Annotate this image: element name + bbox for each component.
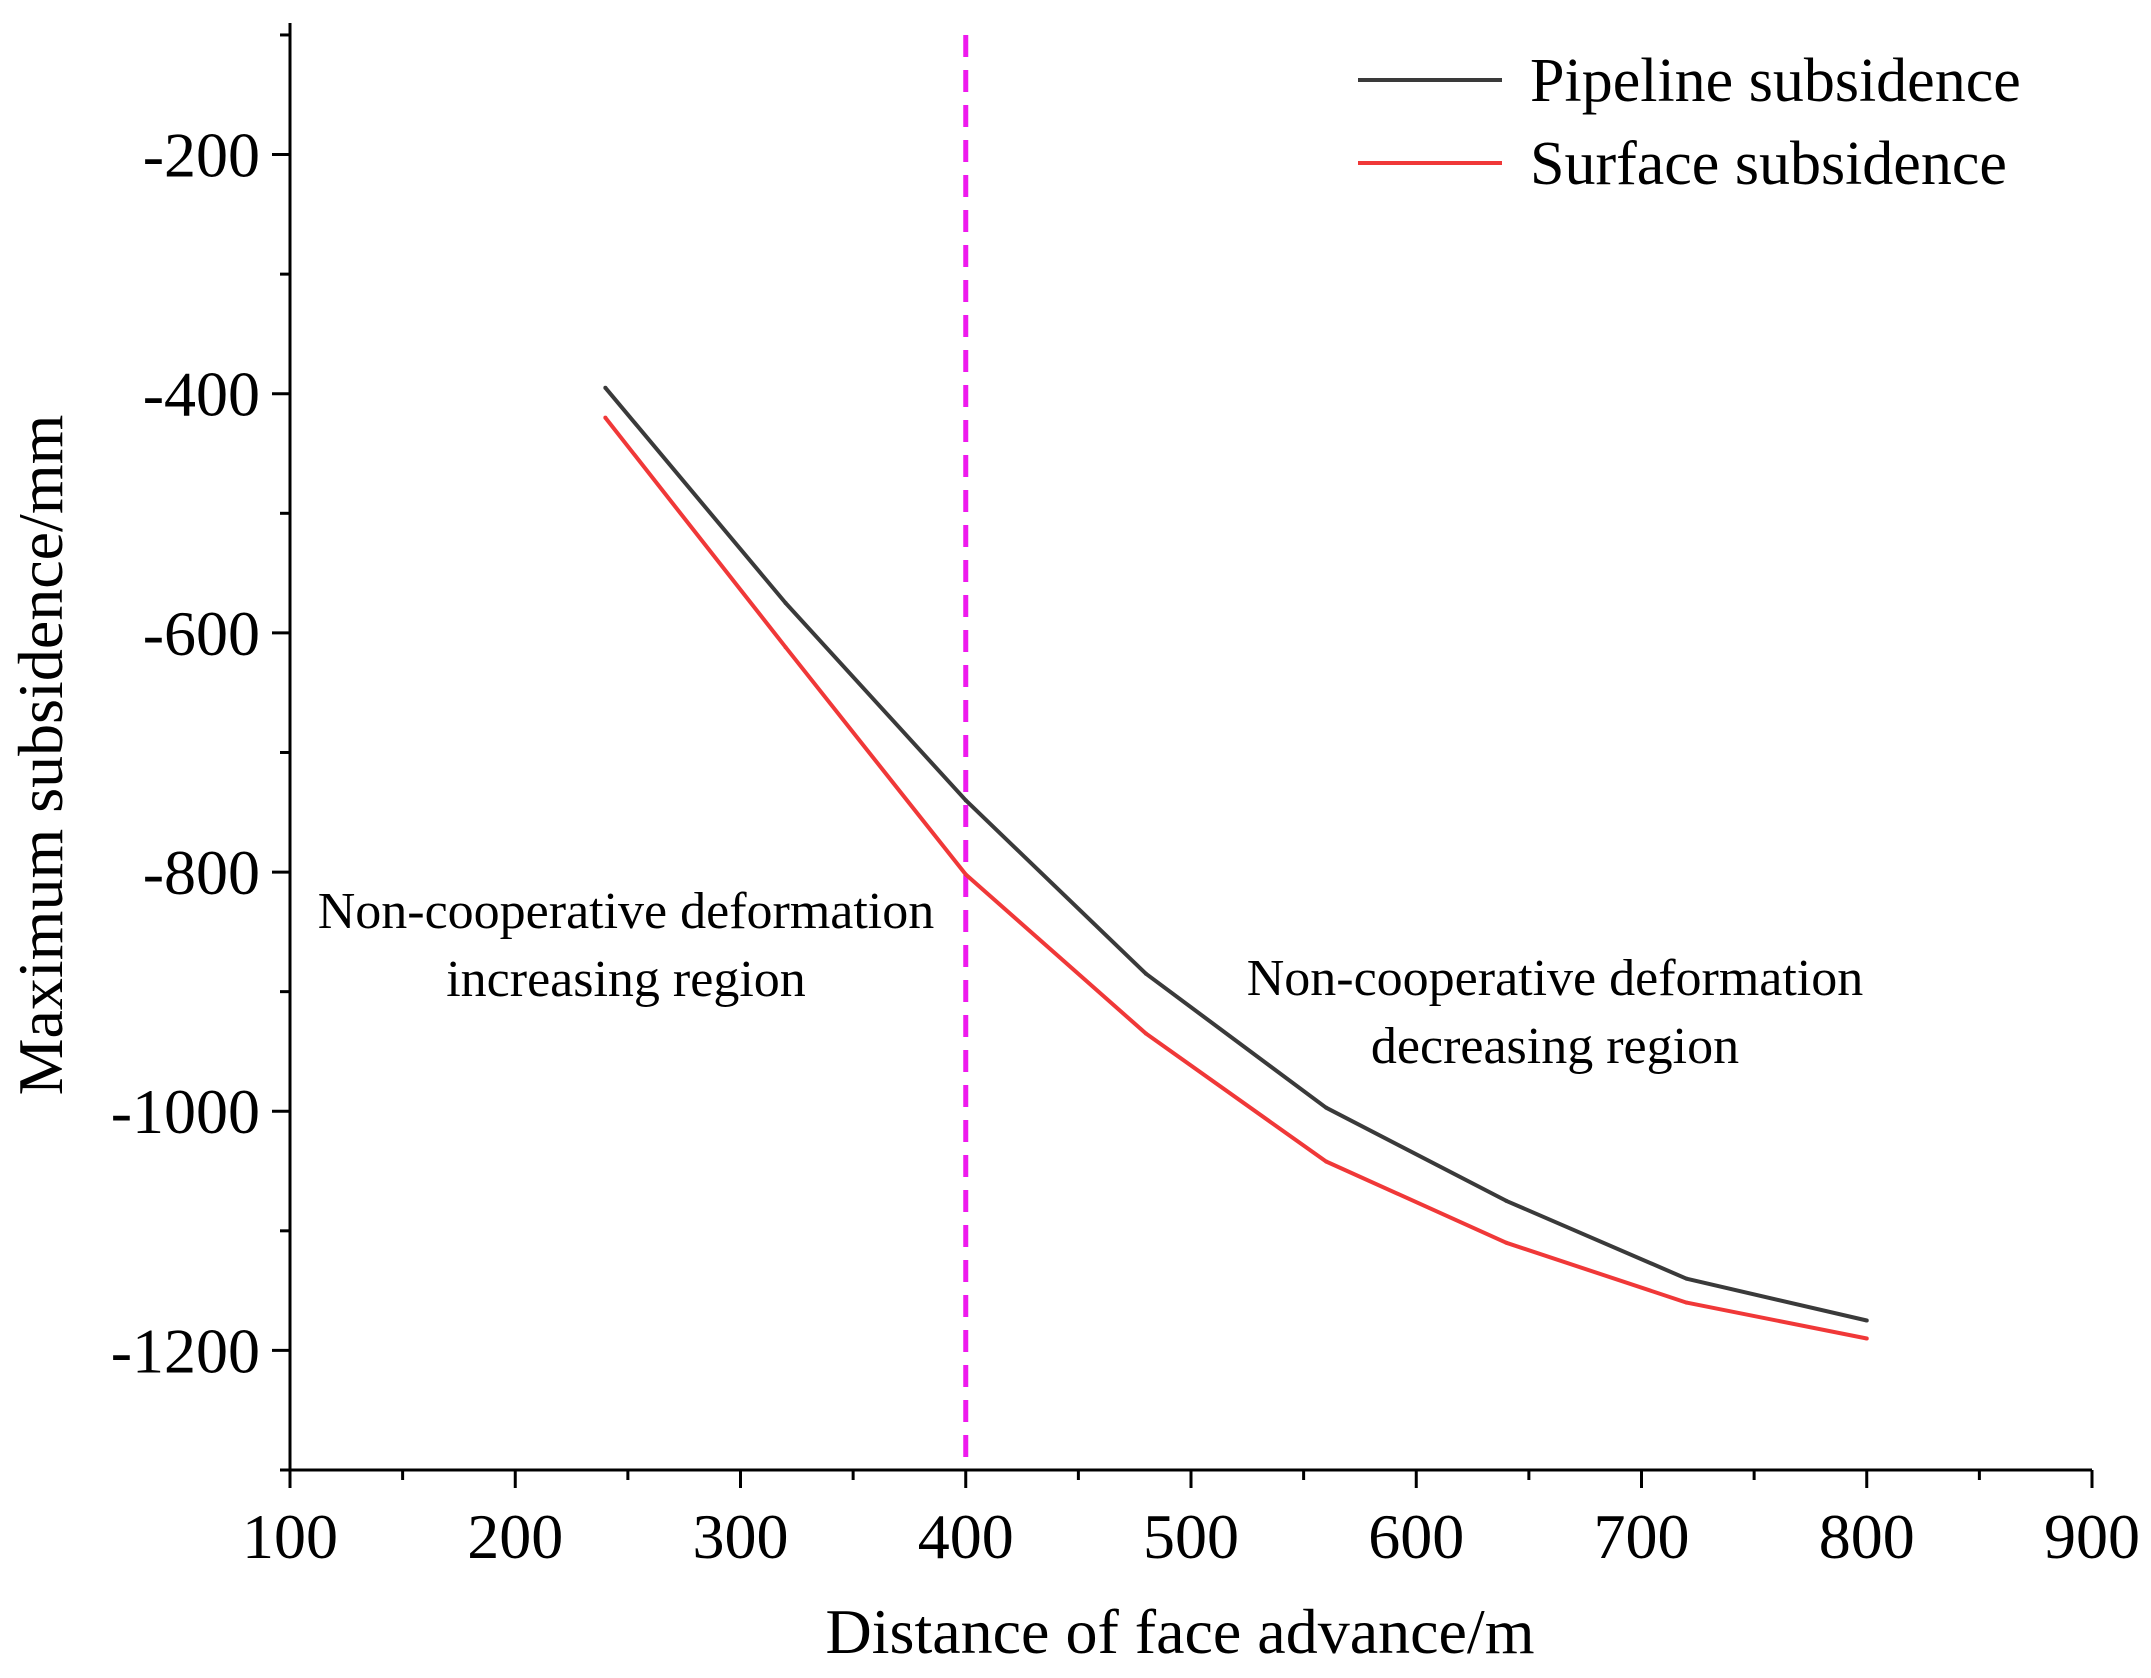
x-axis-title: Distance of face advance/m xyxy=(826,1596,1535,1667)
data-point xyxy=(1143,1031,1148,1036)
legend-label-pipeline: Pipeline subsidence xyxy=(1530,47,2021,115)
y-axis-title: Maximum subsidence/mm xyxy=(5,415,76,1096)
y-tick-label: -800 xyxy=(143,837,260,908)
data-point xyxy=(783,645,788,650)
y-tick-label: -1000 xyxy=(111,1076,260,1147)
x-tick-label: 100 xyxy=(242,1501,338,1572)
series-layer xyxy=(603,385,1869,1341)
annotation-increasing-line-1: Non-cooperative deformation xyxy=(318,883,935,940)
data-point xyxy=(1324,1105,1329,1110)
legend-label-surface: Surface subsidence xyxy=(1530,130,2007,198)
x-tick-label: 800 xyxy=(1819,1501,1915,1572)
data-point xyxy=(1864,1318,1869,1323)
x-tick-label: 400 xyxy=(918,1501,1014,1572)
annotation-decreasing-line-1: Non-cooperative deformation xyxy=(1247,950,1864,1007)
x-tick-label: 600 xyxy=(1368,1501,1464,1572)
y-tick-label: -1200 xyxy=(111,1315,260,1386)
data-point xyxy=(1143,971,1148,976)
data-point xyxy=(1504,1240,1509,1245)
series-line-pipeline xyxy=(603,386,1868,1323)
labels-layer: Distance of face advance/m Maximum subsi… xyxy=(5,47,2021,1667)
x-tick-label: 700 xyxy=(1594,1501,1690,1572)
x-tick-label: 500 xyxy=(1143,1501,1239,1572)
data-point xyxy=(963,798,968,803)
x-tick-label: 900 xyxy=(2044,1501,2140,1572)
data-point xyxy=(603,385,608,390)
data-point xyxy=(1684,1300,1689,1305)
data-point xyxy=(603,415,608,420)
data-point xyxy=(1684,1276,1689,1281)
data-point xyxy=(1864,1336,1869,1341)
annotation-increasing-line-2: increasing region xyxy=(446,951,806,1008)
x-tick-label: 300 xyxy=(693,1501,789,1572)
series-line-surface xyxy=(603,416,1868,1341)
axes-layer: 100 200 300 400 500 600 700 800 900 -200 -400 -600 -… xyxy=(111,23,2140,1572)
annotation-decreasing-line-2: decreasing region xyxy=(1371,1018,1739,1075)
y-tick-label: -400 xyxy=(143,359,260,430)
data-point xyxy=(1324,1159,1329,1164)
y-tick-label: -200 xyxy=(143,120,260,191)
y-tick-label: -600 xyxy=(143,598,260,669)
data-point xyxy=(783,600,788,605)
data-point xyxy=(1504,1198,1509,1203)
x-tick-label: 200 xyxy=(467,1501,563,1572)
data-point xyxy=(963,872,968,877)
